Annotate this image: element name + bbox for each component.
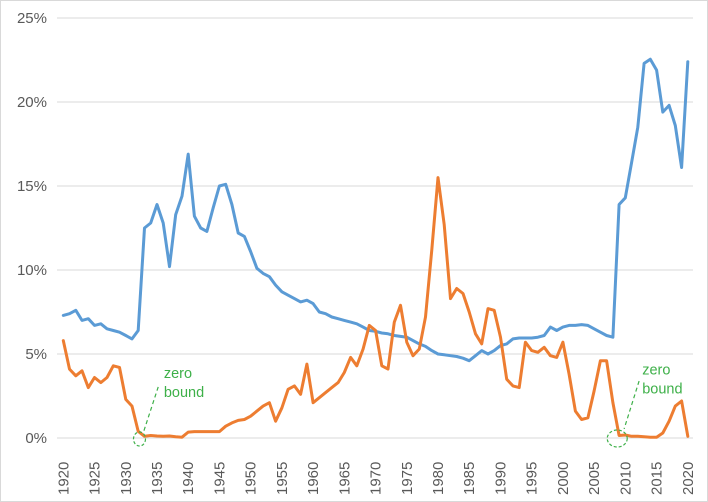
zero-bound-leader-line: [143, 386, 159, 432]
x-axis-tick-label: 1970: [368, 462, 385, 495]
zero-bound-label: zero bound: [642, 362, 682, 397]
x-axis-tick-label: 1980: [430, 462, 447, 495]
y-axis-tick-label: 25%: [17, 10, 47, 27]
y-axis-tick-label: 20%: [17, 94, 47, 111]
zero-bound-circle: [606, 429, 628, 448]
zero-bound-leader-line: [623, 380, 640, 430]
x-axis-tick-label: 1950: [243, 462, 260, 495]
y-axis-tick-label: 0%: [25, 430, 47, 447]
y-axis-tick-label: 5%: [25, 346, 47, 363]
x-axis-tick-label: 1960: [305, 462, 322, 495]
orange-series-line: [61, 176, 690, 439]
y-axis-tick-label: 10%: [17, 262, 47, 279]
x-axis-tick-label: 2015: [649, 462, 666, 495]
x-axis-tick-label: 2000: [555, 462, 572, 495]
y-axis-tick-label: 15%: [17, 178, 47, 195]
x-axis-tick-label: 1965: [336, 462, 353, 495]
x-axis-tick-label: 1945: [211, 462, 228, 495]
x-axis-tick-label: 1995: [524, 462, 541, 495]
zero-bound-label: zero bound: [164, 366, 204, 401]
x-axis-tick-label: 2020: [680, 462, 697, 495]
x-axis-tick-label: 1935: [149, 462, 166, 495]
x-axis-tick-label: 1985: [461, 462, 478, 495]
blue-series-line: [61, 57, 690, 363]
x-axis-tick-label: 1975: [399, 462, 416, 495]
x-axis-tick-label: 1955: [274, 462, 291, 495]
x-axis-tick-label: 1930: [118, 462, 135, 495]
x-axis-tick-label: 1940: [180, 462, 197, 495]
x-axis-tick-label: 1920: [55, 462, 72, 495]
x-axis-tick-label: 2005: [586, 462, 603, 495]
x-axis-tick-label: 2010: [617, 462, 634, 495]
zero-bound-circle: [132, 431, 147, 447]
x-axis-tick-label: 1925: [87, 462, 104, 495]
x-axis-tick-label: 1990: [492, 462, 509, 495]
